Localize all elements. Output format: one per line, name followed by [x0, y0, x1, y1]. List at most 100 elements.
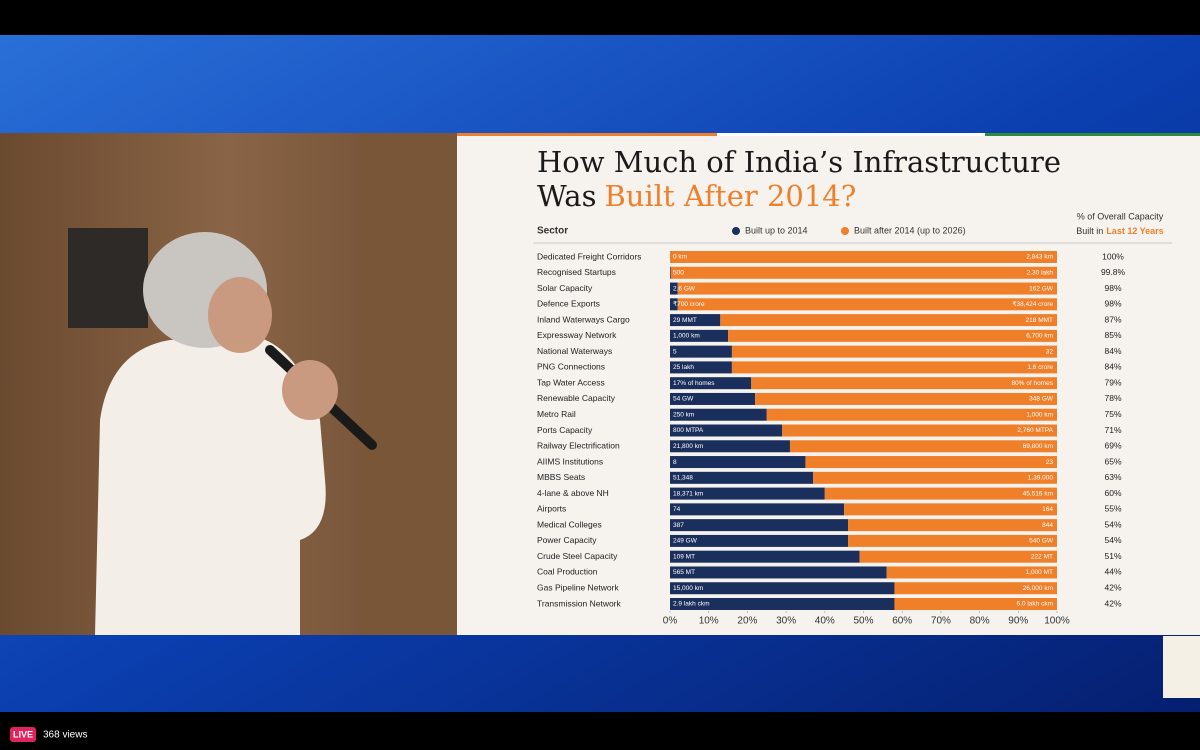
- x-tick-label: 90%: [1008, 616, 1028, 627]
- share-label: 75%: [1104, 409, 1121, 419]
- chart-title: Was: [537, 179, 596, 213]
- amount-label: 2.6 GW: [673, 285, 696, 292]
- share-label: 44%: [1104, 567, 1121, 577]
- category-label: Airports: [537, 504, 566, 514]
- share-label: 63%: [1104, 472, 1121, 482]
- category-label: Tap Water Access: [537, 377, 605, 387]
- category-label: Crude Steel Capacity: [537, 551, 618, 561]
- amount-label: 18,371 km: [673, 490, 703, 497]
- bar-segment: [670, 408, 767, 421]
- bar-segment: [894, 598, 1057, 610]
- bar-segment: [731, 361, 1057, 374]
- category-label: Coal Production: [537, 567, 598, 577]
- share-label: 65%: [1104, 456, 1121, 466]
- amount-label: 250 km: [673, 411, 694, 418]
- amount-label: 2.30 lakh: [1027, 269, 1054, 276]
- share-label: 54%: [1104, 535, 1121, 545]
- top-bar: [0, 0, 1200, 35]
- amount-label: 51,348: [673, 475, 693, 482]
- share-label: 51%: [1104, 551, 1121, 561]
- bar-segment: [813, 471, 1057, 484]
- share-label: 84%: [1104, 362, 1121, 372]
- bar-segment: [670, 487, 825, 500]
- amount-label: ₹38,424 crore: [1012, 300, 1053, 308]
- bar-segment: [766, 408, 1057, 421]
- legend-label: Built up to 2014: [745, 225, 808, 235]
- amount-label: 218 MMT: [1026, 317, 1053, 324]
- category-label: Gas Pipeline Network: [537, 582, 619, 592]
- bar-segment: [670, 598, 895, 610]
- amount-label: 348 GW: [1029, 396, 1054, 403]
- amount-label: 74: [673, 506, 681, 513]
- bar-segment: [670, 471, 814, 484]
- amount-label: 26,000 km: [1023, 585, 1053, 592]
- amount-label: 6,700 km: [1026, 333, 1053, 340]
- category-label: Defence Exports: [537, 299, 600, 309]
- amount-label: 5: [673, 348, 677, 355]
- amount-label: 800 MTPA: [673, 427, 704, 434]
- bar-segment: [894, 582, 1057, 595]
- x-tick-label: 60%: [892, 616, 912, 627]
- category-label: Transmission Network: [537, 598, 622, 608]
- share-label: 54%: [1104, 519, 1121, 529]
- share-label: 87%: [1104, 314, 1121, 324]
- legend-label: Built after 2014 (up to 2026): [854, 225, 966, 235]
- amount-label: 500: [673, 269, 684, 276]
- amount-label: 222 MT: [1031, 553, 1053, 560]
- wall-column: [360, 133, 457, 635]
- amount-label: 8: [673, 459, 677, 466]
- x-tick-label: 100%: [1044, 616, 1070, 627]
- logo: [1163, 636, 1200, 698]
- share-label: 60%: [1104, 488, 1121, 498]
- amount-label: 387: [673, 522, 684, 529]
- amount-label: 6.0 lakh ckm: [1017, 601, 1054, 608]
- category-label: Renewable Capacity: [537, 393, 616, 403]
- category-label: MBBS Seats: [537, 472, 585, 482]
- x-tick-label: 40%: [815, 616, 835, 627]
- bar-segment: [789, 440, 1057, 453]
- share-label: 99.8%: [1101, 267, 1126, 277]
- bar-segment: [677, 298, 1057, 311]
- amount-label: 80% of homes: [1011, 380, 1053, 387]
- bar-segment: [848, 534, 1057, 547]
- amount-label: 23: [1046, 459, 1054, 466]
- share-label: 100%: [1102, 251, 1124, 261]
- bar-segment: [677, 282, 1057, 295]
- category-label: PNG Connections: [537, 362, 605, 372]
- category-label: Power Capacity: [537, 535, 597, 545]
- bar-segment: [670, 377, 752, 390]
- category-label: Medical Colleges: [537, 519, 602, 529]
- bar-segment: [844, 503, 1057, 516]
- amount-label: 109 MT: [673, 553, 695, 560]
- bar-segment: [859, 550, 1057, 563]
- share-label: 42%: [1104, 582, 1121, 592]
- amount-label: ₹700 crore: [673, 300, 705, 308]
- share-label: 98%: [1104, 299, 1121, 309]
- bar-segment: [805, 456, 1057, 469]
- bar-segment: [720, 314, 1057, 327]
- bar-segment: [848, 519, 1057, 532]
- bar-segment: [670, 361, 732, 374]
- legend-marker: [841, 227, 849, 235]
- chart-title: Was Built After 2014?: [537, 179, 856, 213]
- bar-segment: [670, 282, 678, 295]
- amount-label: 1,000 MT: [1026, 569, 1053, 576]
- amount-label: 2.9 lakh ckm: [673, 601, 710, 608]
- bar-segment: [886, 566, 1057, 579]
- chart-title: How Much of India’s Infrastructure: [537, 145, 1061, 179]
- category-label: Expressway Network: [537, 330, 617, 340]
- amount-label: 69,800 km: [1023, 443, 1053, 450]
- category-label: 4-lane & above NH: [537, 488, 609, 498]
- bar-segment: [670, 582, 895, 595]
- amount-label: 25 lakh: [673, 364, 694, 371]
- amount-label: 1.6 crore: [1027, 364, 1053, 371]
- x-tick-label: 30%: [776, 616, 796, 627]
- amount-label: 162 GW: [1029, 285, 1054, 292]
- speaker-face: [208, 277, 272, 353]
- category-label: National Waterways: [537, 346, 612, 356]
- category-label: Dedicated Freight Corridors: [537, 251, 641, 261]
- amount-label: 29 MMT: [673, 317, 697, 324]
- bar-segment: [670, 456, 806, 469]
- amount-label: 45,516 km: [1023, 490, 1053, 497]
